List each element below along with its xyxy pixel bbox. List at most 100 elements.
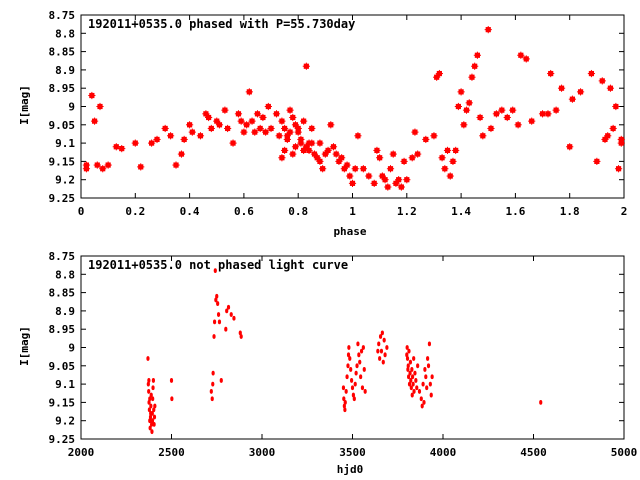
data-point xyxy=(214,297,218,303)
data-point xyxy=(226,304,231,310)
data-point xyxy=(446,172,454,180)
data-point xyxy=(612,102,620,111)
data-point xyxy=(357,352,361,358)
data-point xyxy=(149,392,153,398)
data-point xyxy=(149,403,153,409)
data-point xyxy=(359,165,367,173)
data-point xyxy=(351,165,359,173)
x-tick-label: 1.4 xyxy=(451,205,471,218)
data-point xyxy=(576,88,585,96)
data-point xyxy=(421,381,425,387)
y-tick-label: 8.9 xyxy=(55,305,75,318)
data-point xyxy=(259,113,267,122)
data-point xyxy=(376,154,384,162)
x-tick-label: 1.2 xyxy=(397,205,417,218)
data-point xyxy=(492,110,500,118)
data-point xyxy=(289,113,297,122)
data-point xyxy=(207,124,215,133)
data-point xyxy=(234,110,243,118)
data-point xyxy=(148,418,152,424)
data-point xyxy=(213,268,217,274)
data-point xyxy=(219,378,223,383)
y-tick-label: 8.8 xyxy=(55,268,75,281)
data-point xyxy=(148,425,152,431)
data-point xyxy=(412,356,416,361)
data-point xyxy=(385,345,389,350)
data-point xyxy=(382,337,386,343)
x-tick-label: 2000 xyxy=(68,446,95,459)
data-point xyxy=(414,150,422,158)
data-point xyxy=(153,135,161,144)
data-point xyxy=(363,389,367,394)
data-point xyxy=(409,385,413,391)
y-tick-label: 8.85 xyxy=(49,46,76,59)
data-point xyxy=(411,381,415,387)
data-point xyxy=(547,69,555,78)
data-point xyxy=(408,370,412,376)
data-point xyxy=(430,132,438,140)
data-point xyxy=(215,293,219,299)
data-point xyxy=(147,400,151,405)
y-tick-label: 9.05 xyxy=(49,360,76,373)
y-tick-label: 9.2 xyxy=(55,415,75,428)
data-point xyxy=(407,381,412,387)
data-point xyxy=(351,392,356,398)
y-tick-label: 9.1 xyxy=(55,378,75,391)
data-point xyxy=(211,370,215,376)
data-point xyxy=(147,389,151,394)
data-point xyxy=(148,396,152,402)
data-point xyxy=(617,135,625,144)
data-point xyxy=(147,139,156,147)
y-tick-label: 8.75 xyxy=(49,9,76,22)
data-point xyxy=(180,135,188,144)
data-point xyxy=(380,330,384,336)
data-point xyxy=(358,359,362,365)
y-axis-title: I[mag] xyxy=(18,326,31,366)
data-point xyxy=(423,367,427,372)
data-point xyxy=(386,165,395,173)
data-point xyxy=(378,334,383,339)
data-point xyxy=(381,176,389,184)
data-point xyxy=(395,176,403,184)
data-point xyxy=(429,392,433,398)
x-tick-label: 3000 xyxy=(249,446,276,459)
data-point xyxy=(90,117,99,125)
data-point xyxy=(428,381,432,387)
data-point xyxy=(316,157,324,165)
data-point xyxy=(601,135,609,144)
data-point xyxy=(264,102,272,111)
data-point xyxy=(416,363,420,369)
x-tick-label: 4000 xyxy=(430,446,457,459)
data-point xyxy=(152,421,156,427)
data-point xyxy=(338,154,346,162)
data-point xyxy=(517,51,525,59)
data-point xyxy=(202,110,210,118)
data-point xyxy=(335,157,343,165)
data-point xyxy=(509,106,517,114)
data-point xyxy=(137,163,145,171)
y-tick-label: 8.95 xyxy=(49,82,76,95)
data-point xyxy=(281,146,289,155)
data-point xyxy=(224,326,228,332)
data-point xyxy=(377,341,381,347)
data-point xyxy=(359,374,363,380)
x-tick-label: 0.4 xyxy=(180,205,200,218)
data-point xyxy=(224,124,232,133)
x-axis-title: hjd0 xyxy=(337,463,364,476)
y-tick-label: 9 xyxy=(68,101,75,114)
data-point xyxy=(417,389,422,394)
data-point xyxy=(452,146,460,155)
data-point xyxy=(151,396,155,402)
data-point xyxy=(604,132,612,140)
data-point xyxy=(454,102,462,111)
data-point xyxy=(169,378,174,383)
data-point xyxy=(172,161,180,169)
data-point xyxy=(349,367,353,372)
data-point xyxy=(229,139,237,147)
data-point xyxy=(221,106,229,114)
data-point xyxy=(216,312,221,317)
x-tick-label: 2 xyxy=(621,205,628,218)
data-point xyxy=(188,128,196,136)
data-point xyxy=(210,396,214,402)
data-point xyxy=(353,381,357,387)
